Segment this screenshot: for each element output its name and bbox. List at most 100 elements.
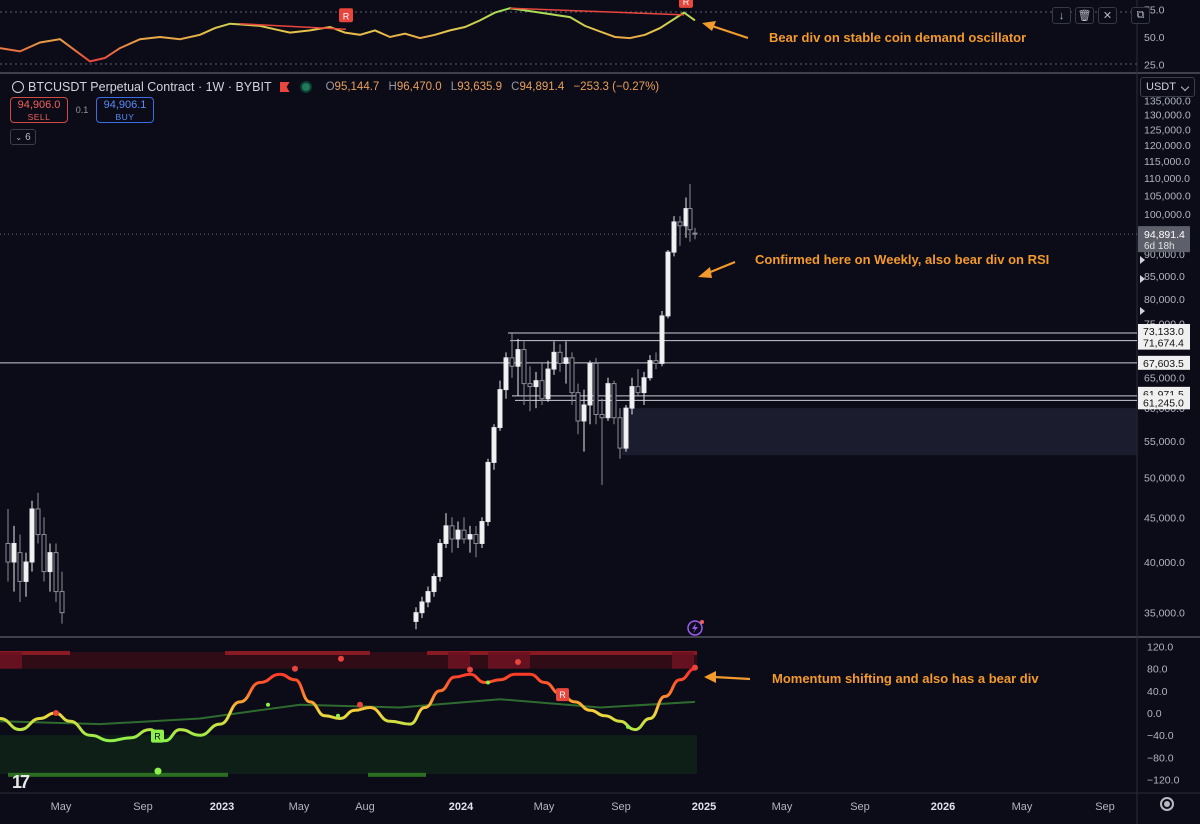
candle-body xyxy=(425,591,431,603)
candle-body xyxy=(683,208,689,227)
candle-body xyxy=(533,380,539,388)
low-value: 93,635.9 xyxy=(457,81,502,93)
time-tick-label: May xyxy=(534,801,555,813)
indicators-collapse-button[interactable]: ⌄ 6 xyxy=(10,129,36,145)
level-label: 61,245.0 xyxy=(1143,397,1184,409)
price-tick-label: 35,000.0 xyxy=(1144,608,1185,620)
momentum-tick-label: 40.0 xyxy=(1147,686,1168,698)
oversold-strip xyxy=(368,772,426,777)
price-tick-label: 130,000.0 xyxy=(1144,110,1191,122)
momentum-heat-block xyxy=(672,652,694,669)
candle-body xyxy=(443,525,449,544)
price-tick-label: 120,000.0 xyxy=(1144,140,1191,152)
sell-button[interactable]: 94,906.0 SELL xyxy=(10,97,68,123)
candle-body xyxy=(641,377,647,394)
momentum-tick-label: 80.0 xyxy=(1147,664,1168,676)
arrow-down-icon[interactable]: ↓ xyxy=(1052,7,1071,24)
candle-body xyxy=(563,357,569,364)
candle-body xyxy=(419,601,425,614)
low-label: L xyxy=(450,81,458,93)
divergence-marker xyxy=(339,8,353,23)
momentum-heat-block xyxy=(0,652,22,669)
maximize-icon[interactable]: ⧉ xyxy=(1131,7,1150,24)
indicator-count: 6 xyxy=(25,131,31,143)
ohlc-values: O95,144.7 H96,470.0 L93,635.9 C94,891.4 … xyxy=(326,81,666,93)
candle-body xyxy=(665,251,671,317)
currency-select[interactable]: USDT xyxy=(1140,77,1195,97)
candle-body xyxy=(599,413,605,419)
candle-body xyxy=(617,417,623,449)
time-tick-label: Sep xyxy=(850,801,870,813)
price-tick-label: 100,000.0 xyxy=(1144,209,1191,221)
buy-label: BUY xyxy=(115,112,135,122)
candle-body xyxy=(593,362,599,415)
time-tick-label: Sep xyxy=(133,801,153,813)
candle-body xyxy=(551,351,557,370)
candle-body xyxy=(653,360,659,364)
sell-label: SELL xyxy=(27,112,51,122)
momentum-heat-block xyxy=(448,652,470,669)
candles xyxy=(5,183,698,630)
momentum-dot xyxy=(53,710,59,716)
close-label: C xyxy=(511,81,520,93)
annotation-bottom: Momentum shifting and also has a bear di… xyxy=(772,671,1039,686)
time-tick-label: May xyxy=(51,801,72,813)
price-tick-label: 55,000.0 xyxy=(1144,436,1185,448)
candle-body xyxy=(692,232,698,235)
close-icon[interactable]: ✕ xyxy=(1098,7,1117,24)
divergence-line xyxy=(509,7,685,16)
momentum-dot xyxy=(626,724,630,729)
candle-body xyxy=(461,529,467,540)
lightning-icon[interactable] xyxy=(687,620,704,636)
candle-body xyxy=(687,208,693,231)
last-price-box xyxy=(1138,226,1190,253)
candle-body xyxy=(479,521,485,544)
candle-body xyxy=(539,380,545,400)
momentum-y-axis: 120.0 80.0 40.0 0.0 −40.0 −80.0 −120.0 xyxy=(1147,642,1180,787)
bitcoin-logo-icon xyxy=(12,81,24,93)
toolbar-gap xyxy=(1121,7,1127,24)
momentum-tick-label: −80.0 xyxy=(1147,752,1174,764)
buy-price: 94,906.1 xyxy=(103,99,147,111)
candle-body xyxy=(17,552,23,582)
candle-body xyxy=(527,383,533,388)
tradingview-logo[interactable]: 17 xyxy=(12,772,30,792)
candle-body xyxy=(41,534,47,573)
high-value: 96,470.0 xyxy=(396,81,442,93)
candle-body xyxy=(59,591,65,614)
candle-body xyxy=(437,542,443,577)
candle-body xyxy=(635,386,641,394)
price-tick-label: 50,000.0 xyxy=(1144,472,1185,484)
change-value: −253.3 (−0.27%) xyxy=(573,81,660,93)
momentum-dot xyxy=(292,665,298,672)
trash-icon[interactable]: 🗑 xyxy=(1075,7,1094,24)
buy-button[interactable]: 94,906.1 BUY xyxy=(96,97,154,123)
close-value: 94,891.4 xyxy=(519,81,565,93)
time-tick-label: 2025 xyxy=(692,801,716,813)
high-label: H xyxy=(388,81,397,93)
symbol-legend: BTCUSDT Perpetual Contract · 1W · BYBIT … xyxy=(12,78,665,96)
momentum-markers: RR xyxy=(53,655,698,775)
gear-icon[interactable] xyxy=(1160,797,1174,811)
momentum-line xyxy=(0,667,696,743)
last-price-badge: 94,891.46d 18h xyxy=(1138,226,1190,253)
open-label: O xyxy=(325,81,335,93)
candle-body xyxy=(647,360,653,379)
candle-body xyxy=(449,525,455,540)
sell-price: 94,906.0 xyxy=(17,99,61,111)
bull-marker-label: R xyxy=(154,732,161,742)
price-tick-label: 90,000.0 xyxy=(1144,249,1185,261)
candle-body xyxy=(503,357,509,391)
last-price-label: 94,891.4 xyxy=(1144,229,1185,241)
oscillator-tick-label: 25.0 xyxy=(1144,60,1165,72)
annotation-arrows xyxy=(698,21,751,683)
level-label-box xyxy=(1138,335,1190,350)
horizontal-levels xyxy=(0,332,1137,401)
momentum-bands xyxy=(0,650,697,777)
flag-icon[interactable] xyxy=(279,82,290,92)
momentum-dot xyxy=(486,680,490,685)
symbol-title[interactable]: BTCUSDT Perpetual Contract · 1W · BYBIT xyxy=(28,80,272,94)
divergence-line xyxy=(239,22,347,30)
